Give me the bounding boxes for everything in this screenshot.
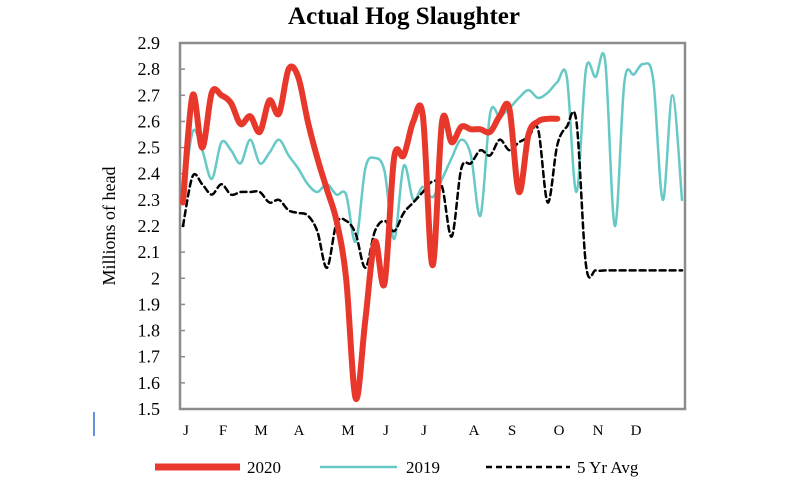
y-tick-label: 2.3 — [138, 190, 161, 210]
series-line-2019 — [181, 51, 684, 243]
y-tick-label: 2.6 — [138, 111, 161, 131]
y-tick-label: 1.6 — [138, 373, 161, 393]
y-tick-label: 2.4 — [138, 164, 161, 184]
plot-frame — [178, 41, 687, 411]
y-axis-ticks: 1.5 1.6 1.7 1.8 1.9 2 2.1 2.2 2.3 2.4 2.5 2.6 2.7 2.8… — [138, 33, 185, 419]
y-tick-label: 1.7 — [138, 347, 161, 367]
legend-label-2019: 2019 — [406, 458, 440, 477]
x-tick-label: A — [294, 423, 305, 439]
series-layer — [180, 51, 684, 402]
legend: 2020 2019 5 Yr Avg — [155, 458, 639, 477]
legend-label-5yr-avg: 5 Yr Avg — [577, 458, 639, 477]
y-tick-label: 2 — [151, 268, 160, 288]
x-tick-label: M — [341, 423, 354, 439]
y-tick-label: 2.7 — [138, 85, 161, 105]
x-tick-label: O — [554, 423, 565, 439]
x-tick-label: M — [254, 423, 267, 439]
x-tick-label: S — [508, 423, 516, 439]
y-tick-label: 2.1 — [138, 242, 161, 262]
y-tick-label: 2.2 — [138, 216, 161, 236]
y-tick-label: 2.8 — [138, 59, 161, 79]
y-tick-label: 1.5 — [138, 399, 161, 419]
y-tick-label: 2.9 — [138, 33, 161, 53]
x-tick-label: F — [219, 423, 227, 439]
y-tick-label: 1.9 — [138, 294, 161, 314]
series-line-2020 — [180, 63, 561, 402]
x-tick-label: D — [631, 423, 642, 439]
y-tick-label: 1.8 — [138, 321, 161, 341]
x-tick-label: J — [383, 423, 389, 439]
chart-title: Actual Hog Slaughter — [288, 3, 520, 30]
x-tick-label: J — [421, 423, 427, 439]
x-tick-label: J — [183, 423, 189, 439]
y-axis-label: Millions of head — [99, 167, 119, 286]
x-tick-label: N — [593, 423, 604, 439]
y-tick-label: 2.5 — [138, 138, 161, 158]
x-tick-label: A — [469, 423, 480, 439]
legend-label-2020: 2020 — [247, 458, 281, 477]
